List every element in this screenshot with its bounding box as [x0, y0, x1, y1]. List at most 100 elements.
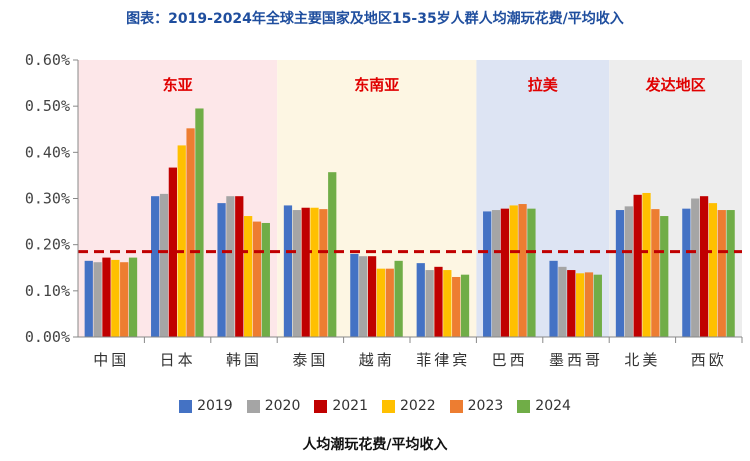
bar [252, 221, 262, 337]
bar [624, 206, 633, 337]
x-tick-label: 泰国 [292, 351, 328, 369]
bar [217, 203, 226, 337]
bar [93, 262, 102, 337]
bar [699, 196, 709, 337]
bar [128, 257, 138, 337]
bar [385, 268, 394, 337]
legend-item: 2022 [382, 398, 436, 414]
x-tick-label: 日本 [160, 351, 196, 369]
legend-swatch [517, 399, 531, 413]
bar [584, 272, 594, 337]
region-label: 拉美 [528, 76, 559, 94]
y-tick-label: 0.60% [25, 51, 70, 69]
legend-label: 2022 [400, 398, 436, 414]
bar [615, 210, 625, 337]
bar [102, 257, 111, 337]
legend-swatch [382, 399, 395, 413]
bar [549, 260, 558, 337]
bar [425, 270, 434, 337]
legend-label: 2021 [332, 398, 368, 414]
bar [443, 270, 452, 337]
chart-title: 图表：2019-2024年全球主要国家及地区15-35岁人群人均潮玩花费/平均收… [126, 11, 624, 27]
legend: 2019 2020 2021 2022 2023 2024 [0, 398, 750, 414]
bar [394, 260, 403, 337]
legend-label: 2024 [535, 398, 571, 414]
legend-swatch [449, 399, 463, 413]
y-tick-label: 0.30% [25, 190, 70, 208]
x-tick-label: 菲律宾 [416, 351, 470, 369]
legend-item: 2021 [314, 398, 368, 414]
legend-item: 2024 [517, 398, 571, 414]
bar [500, 208, 509, 337]
bar [660, 216, 669, 337]
bar [177, 145, 186, 337]
legend-swatch [314, 399, 328, 413]
x-axis-label: 人均潮玩花费/平均收入 [302, 437, 448, 453]
bar [434, 266, 443, 337]
bar [651, 209, 660, 337]
legend-item: 2019 [179, 398, 233, 414]
y-tick-label: 0.40% [25, 143, 70, 161]
bar [576, 273, 585, 337]
x-tick-label: 西欧 [691, 351, 727, 369]
bar [593, 274, 602, 337]
bar [120, 262, 129, 337]
y-tick-label: 0.00% [25, 328, 70, 346]
bar [518, 204, 527, 337]
x-tick-label: 中国 [93, 351, 129, 369]
legend-item: 2020 [246, 398, 301, 414]
y-tick-label: 0.50% [25, 97, 70, 115]
bar [567, 270, 576, 337]
bar [452, 276, 461, 337]
bar [111, 259, 120, 337]
bar [283, 205, 293, 337]
bar [708, 203, 718, 337]
bar [483, 211, 492, 337]
bar [226, 196, 235, 337]
legend-item: 2023 [449, 398, 504, 414]
region-label: 发达地区 [645, 76, 706, 94]
legend-label: 2023 [467, 398, 504, 414]
bar [195, 108, 204, 337]
x-tick-label: 北美 [624, 351, 660, 369]
bar [319, 209, 328, 337]
bar [367, 256, 377, 337]
bar [691, 198, 700, 337]
x-tick-label: 韩国 [226, 351, 262, 369]
region-label: 东南亚 [354, 76, 399, 94]
region-label: 东亚 [163, 76, 193, 94]
y-tick-label: 0.10% [25, 282, 70, 300]
bar [359, 256, 368, 337]
x-tick-label: 越南 [359, 351, 395, 369]
bar [350, 253, 359, 337]
bar [151, 196, 160, 337]
bar [726, 210, 735, 337]
bar [244, 216, 253, 337]
bar [416, 263, 425, 337]
bar [328, 172, 337, 337]
bar [235, 196, 244, 337]
x-tick-label: 墨西哥 [549, 351, 603, 369]
bar [292, 210, 301, 337]
bar [509, 205, 518, 337]
bar [642, 192, 651, 337]
bar [186, 128, 195, 337]
y-tick-label: 0.20% [25, 236, 70, 254]
bar [717, 210, 726, 337]
bar [168, 167, 177, 337]
legend-swatch [246, 399, 260, 413]
bar [301, 207, 310, 337]
legend-label: 2019 [197, 398, 233, 414]
bar [527, 208, 536, 337]
bar [460, 274, 470, 337]
bar [159, 193, 169, 337]
bar [558, 266, 567, 337]
bar [682, 208, 691, 337]
x-tick-label: 巴西 [492, 351, 528, 369]
bar [633, 194, 642, 337]
legend-label: 2020 [264, 398, 301, 414]
legend-swatch [179, 399, 193, 413]
bar [261, 222, 270, 337]
bar [376, 268, 386, 337]
